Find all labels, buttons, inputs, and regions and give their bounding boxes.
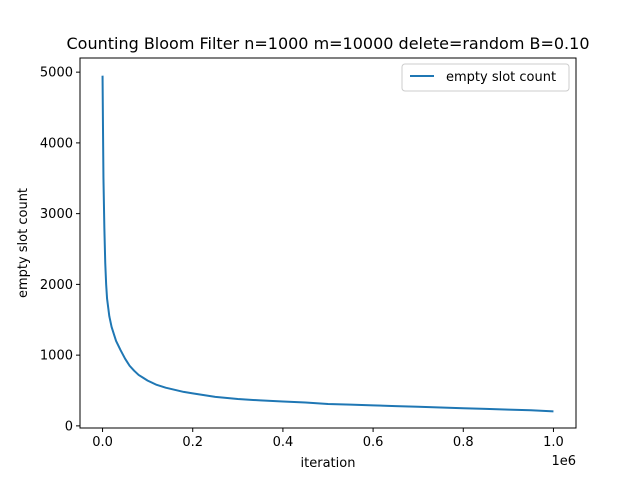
y-tick-label: 3000: [40, 207, 73, 222]
x-tick-label: 0.4: [273, 435, 294, 450]
x-axis-ticks: 0.0 0.2 0.4 0.6 0.8 1.0: [92, 428, 564, 450]
series-layer: [101, 75, 554, 413]
x-tick-label: 0.8: [453, 435, 474, 450]
y-axis-ticks: 0 1000 2000 3000 4000 5000: [40, 66, 80, 434]
series-line-empty-slot-count: [101, 75, 554, 413]
legend-label-empty-slot-count: empty slot count: [446, 70, 556, 85]
x-tick-label: 1.0: [543, 435, 564, 450]
y-tick-label: 0: [65, 419, 73, 434]
x-tick-label: 0.0: [92, 435, 113, 450]
chart-title: Counting Bloom Filter n=1000 m=10000 del…: [66, 34, 589, 53]
y-tick-label: 2000: [40, 278, 73, 293]
plot-area-frame: [79, 57, 577, 429]
y-axis-label: empty slot count: [16, 188, 31, 298]
legend-box: [401, 63, 570, 92]
y-tick-label: 5000: [40, 66, 73, 81]
legend: empty slot count: [401, 63, 570, 92]
x-axis-label: iteration: [301, 456, 356, 471]
y-tick-label: 1000: [40, 349, 73, 364]
x-tick-label: 0.2: [182, 435, 203, 450]
x-tick-label: 0.6: [363, 435, 384, 450]
y-tick-label: 4000: [40, 136, 73, 151]
x-axis-offset-label: 1e6: [551, 454, 576, 469]
